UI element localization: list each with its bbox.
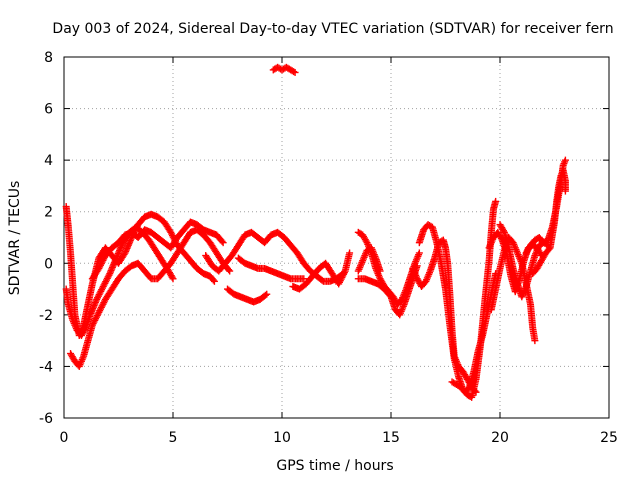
data-point <box>105 271 113 279</box>
y-tick-label: 6 <box>44 102 53 118</box>
series-track-h <box>269 63 299 76</box>
data-point <box>291 68 299 76</box>
x-tick-label: 25 <box>600 430 618 446</box>
y-tick-label: -4 <box>39 359 53 375</box>
y-tick-label: 8 <box>44 50 53 66</box>
series-track-l <box>354 244 384 275</box>
series-track-c <box>67 226 234 370</box>
y-tick-label: -6 <box>39 411 53 427</box>
data-point <box>81 325 89 333</box>
chart-title: Day 003 of 2024, Sidereal Day-to-day VTE… <box>52 21 613 37</box>
data-point <box>362 237 370 245</box>
x-tick-label: 10 <box>273 430 291 446</box>
y-tick-label: -2 <box>39 308 53 324</box>
data-points <box>62 63 569 401</box>
x-tick-label: 15 <box>382 430 400 446</box>
series-track-g <box>234 254 308 283</box>
x-tick-label: 20 <box>491 430 509 446</box>
data-point <box>218 237 226 245</box>
series-track-m <box>415 197 500 401</box>
data-point <box>168 273 176 281</box>
data-point <box>471 387 479 395</box>
plot-frame <box>63 56 610 419</box>
series-track-f <box>224 285 271 306</box>
data-point <box>169 275 177 283</box>
data-point <box>226 267 234 275</box>
data-point <box>376 267 384 275</box>
data-point <box>346 249 354 257</box>
data-point <box>210 277 218 285</box>
axis-ticks <box>63 56 610 419</box>
series-track-i <box>289 249 354 293</box>
y-tick-label: 4 <box>44 153 53 169</box>
series-track-d <box>88 218 227 283</box>
data-point <box>413 262 421 270</box>
data-point <box>261 291 269 299</box>
data-point <box>219 239 227 247</box>
grid-lines <box>64 57 609 418</box>
y-tick-label: 0 <box>44 256 53 272</box>
x-tick-label: 0 <box>60 430 69 446</box>
data-point <box>492 197 500 205</box>
series-track-e <box>202 228 347 285</box>
data-point <box>340 269 348 277</box>
data-point <box>472 388 480 396</box>
data-point <box>225 266 233 274</box>
x-tick-labels: 0 5 10 15 20 25 <box>60 430 618 446</box>
y-tick-label: 2 <box>44 205 53 221</box>
y-tick-labels: -6 -4 -2 0 2 4 6 8 <box>39 50 53 427</box>
data-point <box>209 276 217 284</box>
x-tick-label: 5 <box>169 430 178 446</box>
data-point <box>290 68 298 76</box>
data-point <box>415 249 423 257</box>
data-point <box>263 290 271 298</box>
data-point <box>300 275 308 283</box>
